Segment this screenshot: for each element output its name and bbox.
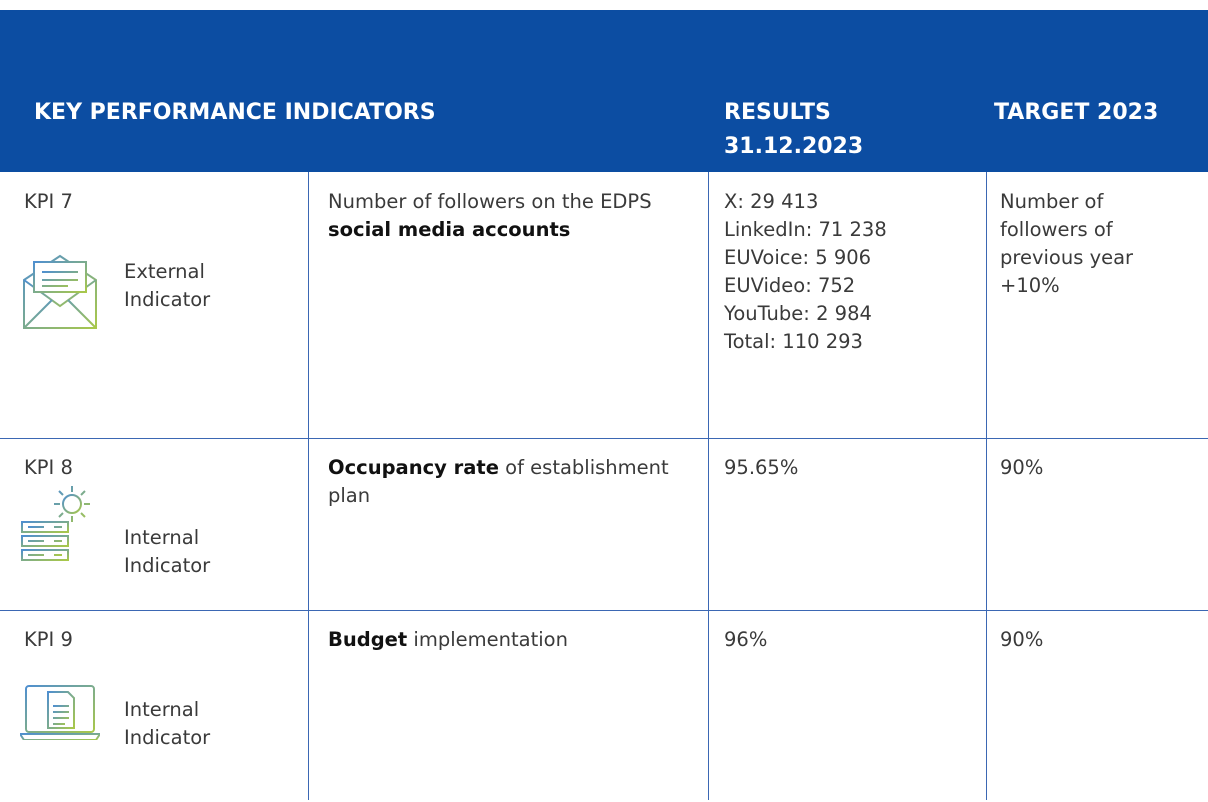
target: 90% — [1000, 456, 1044, 479]
header-indicators: KEY PERFORMANCE INDICATORS — [34, 100, 436, 125]
indicator-line: Internal — [124, 526, 200, 549]
indicator-type: Internal Indicator — [124, 696, 210, 752]
indicator-line: Indicator — [124, 288, 211, 311]
column-divider — [986, 172, 987, 800]
column-divider — [708, 172, 709, 800]
row-divider — [0, 438, 1208, 439]
description-part: Budget — [328, 628, 408, 651]
kpi-label: KPI 7 — [24, 190, 73, 213]
results: 95.65% — [724, 454, 974, 482]
result-line: X: 29 413 — [724, 190, 819, 213]
result-line: 96% — [724, 628, 768, 651]
header-line: 31.12.2023 — [724, 134, 864, 159]
indicator-line: Indicator — [124, 554, 211, 577]
description-part: Number of followers on the EDPS — [328, 190, 658, 213]
envelope-icon — [23, 254, 97, 329]
column-divider — [308, 172, 309, 800]
gear-server-icon — [21, 486, 90, 561]
description: Budget implementation — [328, 626, 688, 654]
result-line: Total: 110 293 — [724, 330, 863, 353]
indicator-line: External — [124, 260, 205, 283]
header-target: TARGET 2023 — [994, 100, 1159, 125]
description-part: social media accounts — [328, 218, 571, 241]
header-band: KEY PERFORMANCE INDICATORS RESULTS 31.12… — [0, 10, 1208, 172]
header-line: RESULTS — [724, 100, 831, 125]
indicator-type: Internal Indicator — [124, 524, 210, 580]
result-line: EUVideo: 752 — [724, 274, 856, 297]
results: 96% — [724, 626, 974, 654]
description: Number of followers on the EDPS social m… — [328, 188, 688, 244]
kpi-label: KPI 8 — [24, 456, 73, 479]
result-line: YouTube: 2 984 — [724, 302, 872, 325]
indicator-line: Indicator — [124, 726, 211, 749]
results: X: 29 413 LinkedIn: 71 238 EUVoice: 5 906 E… — [724, 188, 974, 356]
target: Number of followers of previous year +10… — [1000, 190, 1134, 297]
laptop-document-icon — [20, 685, 100, 740]
description-part: of establishment plan — [328, 456, 675, 507]
kpi-label: KPI 9 — [24, 628, 73, 651]
row-divider — [0, 610, 1208, 611]
indicator-line: Internal — [124, 698, 200, 721]
description-part: Occupancy rate — [328, 456, 499, 479]
target: 90% — [1000, 628, 1044, 651]
result-line: LinkedIn: 71 238 — [724, 218, 887, 241]
indicator-type: External Indicator — [124, 258, 210, 314]
description: Occupancy rate of establishment plan — [328, 454, 688, 510]
header-results: RESULTS 31.12.2023 — [724, 96, 863, 164]
description-part: implementation — [407, 628, 568, 651]
result-line: EUVoice: 5 906 — [724, 246, 872, 269]
result-line: 95.65% — [724, 456, 799, 479]
